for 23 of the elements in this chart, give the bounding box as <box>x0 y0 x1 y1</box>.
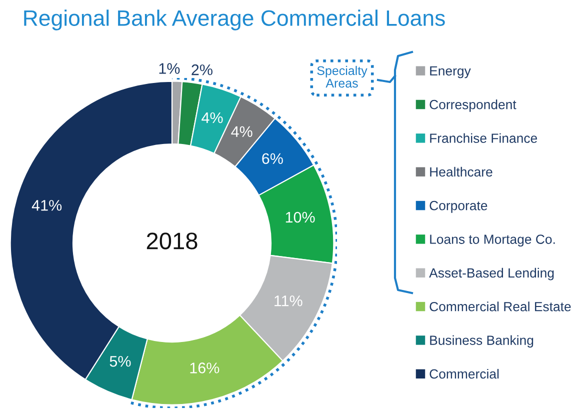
text: Specialty Areas <box>317 66 368 88</box>
data-label: 6% <box>262 153 283 164</box>
data-label: 11% <box>274 296 302 306</box>
data-label: 2% <box>192 64 212 76</box>
chart-title: Regional Bank Average Commercial Loans <box>24 10 445 30</box>
legend-label: Correspondent <box>430 100 516 112</box>
data-label: 5% <box>110 356 131 367</box>
data-label: 4% <box>231 126 252 137</box>
data-label: 10% <box>286 212 315 223</box>
legend-label: Franchise Finance <box>430 133 538 143</box>
legend-label: Energy <box>430 66 471 78</box>
legend-label: Commercial <box>430 368 499 379</box>
legend-label: Asset-Based Lending <box>429 268 554 280</box>
legend-label: Healthcare <box>430 166 492 177</box>
text: 2018 <box>146 232 198 250</box>
data-label: 41% <box>32 200 62 211</box>
legend-label: Commercial Real Estate <box>430 302 571 312</box>
data-label: 1% <box>159 63 180 74</box>
data-label: 4% <box>202 112 223 124</box>
legend-label: Corporate <box>430 200 488 213</box>
legend-label: Business Banking <box>430 335 534 348</box>
legend-label: Loans to Mortage Co. <box>430 234 555 247</box>
data-label: 16% <box>190 362 220 374</box>
